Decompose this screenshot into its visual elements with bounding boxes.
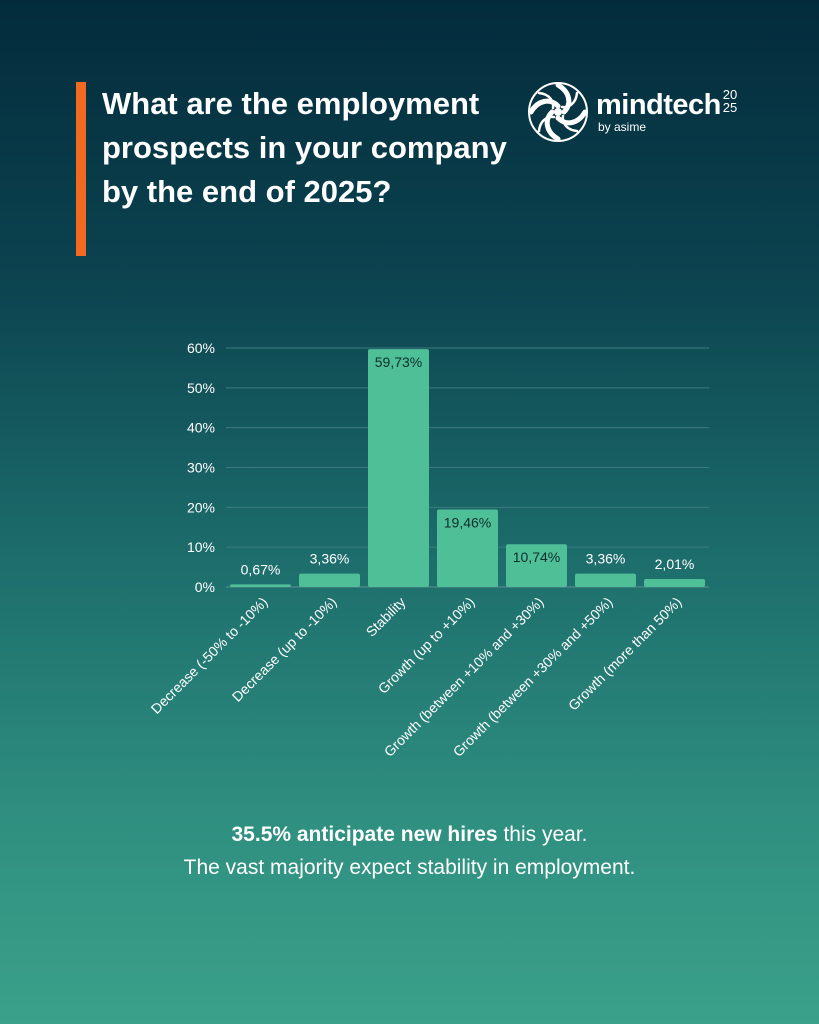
data-label: 59,73%: [375, 354, 422, 370]
y-tick-label: 0%: [195, 579, 215, 595]
brand-year: 20 25: [722, 88, 738, 114]
data-label: 19,46%: [444, 514, 491, 530]
brand-name: mindtech: [596, 89, 721, 121]
y-tick-label: 20%: [187, 499, 215, 515]
bar: [299, 573, 360, 587]
brand-logo: mindtech 20 25 by asime: [526, 80, 746, 146]
bar: [368, 349, 429, 587]
accent-bar: [76, 82, 86, 256]
summary-highlight: 35.5% anticipate new hires: [231, 823, 498, 846]
bar: [575, 573, 636, 587]
bar-chart: 0% 10% 20% 30% 40% 50% 60% 0,67% Decrease (-50% …: [148, 340, 709, 717]
bar: [230, 584, 291, 587]
y-tick-label: 40%: [187, 420, 215, 436]
bar: [644, 578, 705, 587]
y-tick-label: 10%: [187, 539, 215, 555]
data-label: 3,36%: [310, 551, 350, 567]
summary-line-1: 35.5% anticipate new hires this year.: [0, 818, 819, 851]
y-tick-label: 60%: [187, 340, 215, 356]
y-tick-label: 50%: [187, 380, 215, 396]
bar: [506, 544, 567, 587]
bar: [437, 509, 498, 587]
x-tick-label: Stability: [363, 594, 409, 640]
y-tick-label: 30%: [187, 460, 215, 476]
data-label: 0,67%: [241, 561, 281, 577]
brand-year-top: 20: [722, 87, 738, 102]
x-tick-label: Decrease (-50% to -10%): [148, 594, 271, 717]
summary-line-2: The vast majority expect stability in em…: [183, 856, 636, 879]
brand-year-bottom: 25: [722, 100, 738, 115]
summary-rest: this year.: [497, 823, 588, 846]
brand-tagline: by asime: [598, 120, 647, 134]
summary: 35.5% anticipate new hires this year. Th…: [0, 818, 819, 884]
page-title: What are the employment prospects in you…: [102, 86, 507, 209]
data-label: 2,01%: [655, 556, 695, 572]
x-tick-label: Growth (more than 50%): [565, 594, 685, 714]
data-label: 3,36%: [586, 551, 626, 567]
globe-swirl-icon: [528, 82, 588, 142]
data-label: 10,74%: [513, 549, 560, 565]
